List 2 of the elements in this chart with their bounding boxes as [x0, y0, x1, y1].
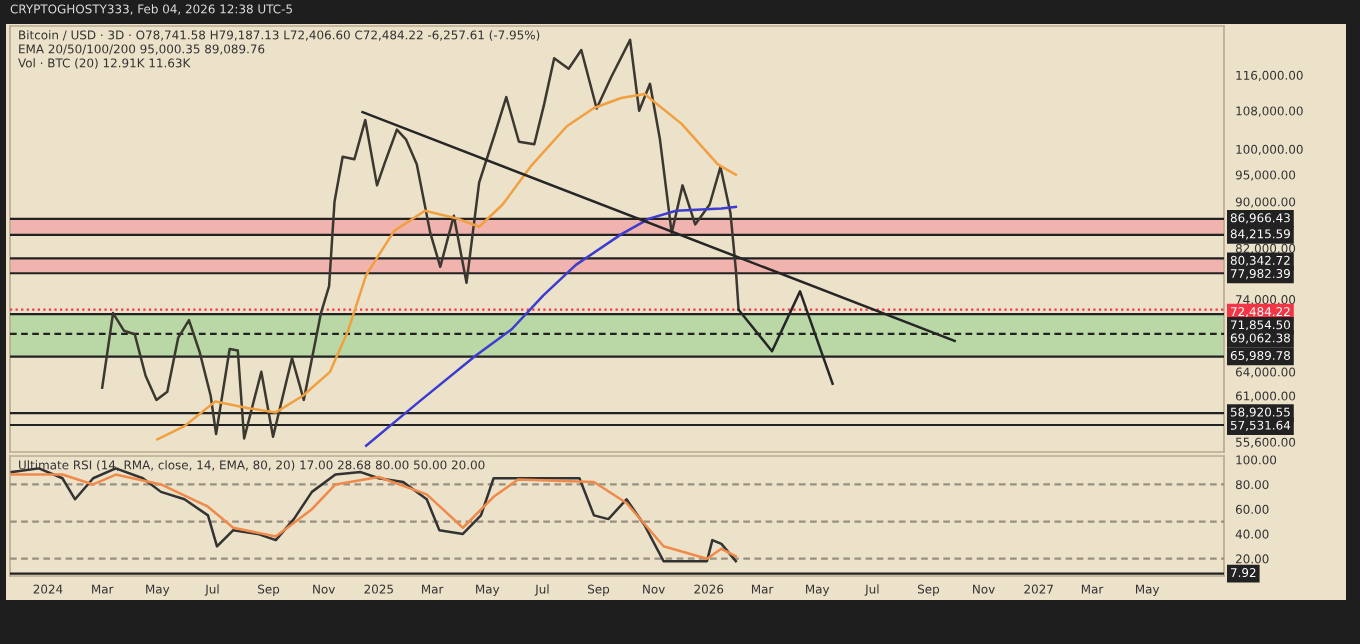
line-series: [364, 205, 738, 447]
line-series: [156, 92, 738, 441]
